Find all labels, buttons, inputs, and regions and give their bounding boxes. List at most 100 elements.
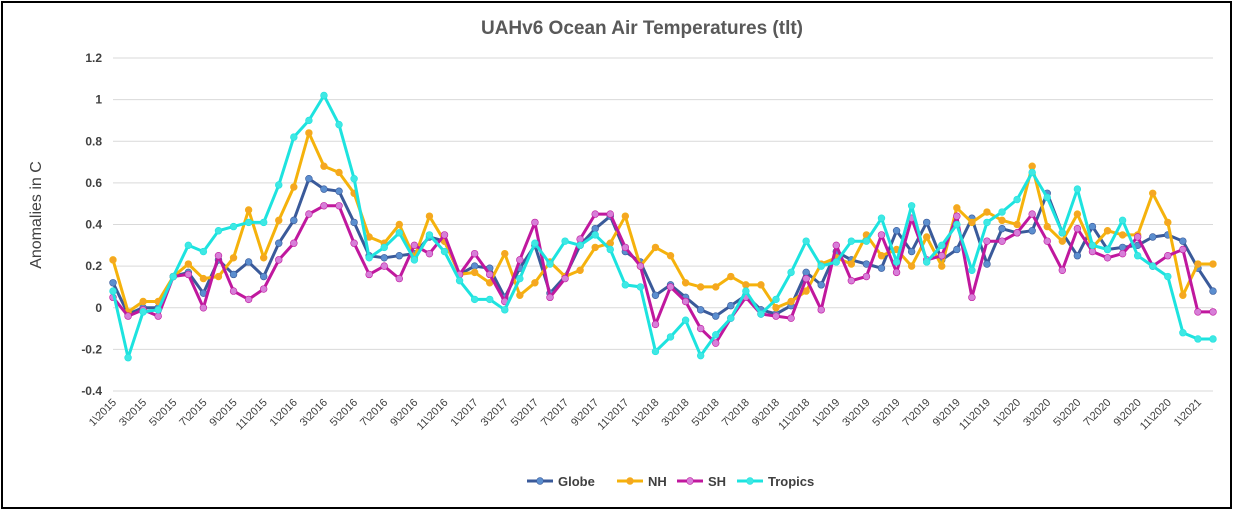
data-point-tropics xyxy=(968,266,976,274)
data-point-tropics xyxy=(124,354,132,362)
data-point-tropics xyxy=(561,237,569,245)
legend-label-tropics: Tropics xyxy=(768,474,814,489)
data-point-globe xyxy=(1028,227,1036,235)
data-point-nh xyxy=(1013,220,1021,229)
data-point-tropics xyxy=(154,306,162,314)
data-point-sh xyxy=(320,202,328,210)
data-point-globe xyxy=(1179,237,1187,245)
data-point-tropics xyxy=(606,245,614,254)
x-tick-label: 3\2015 xyxy=(117,397,149,429)
data-point-globe xyxy=(395,252,404,260)
data-point-nh xyxy=(259,254,268,262)
data-point-nh xyxy=(1028,162,1036,170)
data-point-nh xyxy=(666,252,675,260)
data-point-nh xyxy=(305,129,313,137)
data-point-tropics xyxy=(696,351,705,360)
y-tick-label: 1.2 xyxy=(85,51,102,65)
x-tick-label: 11\2017 xyxy=(595,397,631,433)
data-point-globe xyxy=(953,245,961,254)
data-point-globe xyxy=(1149,233,1157,241)
x-tick-label: 11\2019 xyxy=(957,397,993,433)
data-point-globe xyxy=(877,264,886,272)
data-point-sh xyxy=(1133,233,1142,241)
x-tick-label: 3\2017 xyxy=(479,397,511,429)
data-point-sh xyxy=(335,202,343,210)
data-point-sh xyxy=(184,270,193,279)
data-point-sh xyxy=(1028,210,1036,218)
data-point-nh xyxy=(983,208,991,216)
data-point-globe xyxy=(244,258,253,266)
gridlines xyxy=(113,57,1213,392)
data-point-nh xyxy=(199,274,208,283)
x-tick-label: 5\2017 xyxy=(509,397,541,429)
data-point-tropics xyxy=(109,287,117,295)
data-point-sh xyxy=(259,285,268,293)
x-tick-label: 7\2020 xyxy=(1081,397,1113,429)
data-point-nh xyxy=(1103,227,1112,235)
data-point-globe xyxy=(275,239,283,247)
data-point-tropics xyxy=(1133,252,1142,260)
data-point-tropics xyxy=(787,268,795,277)
x-tick-label: 11\2018 xyxy=(776,397,812,433)
data-point-nh xyxy=(953,204,961,212)
x-tick-label: 1\2015 xyxy=(87,397,119,429)
data-point-sh xyxy=(772,312,780,320)
data-point-tropics xyxy=(440,247,449,256)
data-point-nh xyxy=(968,218,976,227)
data-point-nh xyxy=(516,291,524,299)
data-point-tropics xyxy=(681,316,690,324)
x-tick-label: 3\2016 xyxy=(298,397,330,429)
data-point-tropics xyxy=(1043,193,1051,202)
x-tick-labels: 1\20153\20155\20157\20159\201511\20151\2… xyxy=(87,397,1204,433)
data-point-globe xyxy=(320,185,328,193)
data-point-tropics xyxy=(320,91,328,100)
x-tick-label: 1\2017 xyxy=(448,397,480,429)
data-point-sh xyxy=(470,249,479,258)
data-point-nh xyxy=(320,162,328,170)
data-point-tropics xyxy=(576,241,584,250)
x-tick-label: 7\2019 xyxy=(901,397,933,429)
data-point-nh xyxy=(1179,291,1187,299)
series-line-tropics xyxy=(111,94,1213,360)
x-tick-label: 1\2020 xyxy=(991,397,1023,429)
data-point-nh xyxy=(727,272,735,281)
data-point-sh xyxy=(1118,249,1127,258)
y-tick-label: -0.2 xyxy=(81,342,102,356)
data-point-tropics xyxy=(666,333,675,341)
data-point-nh xyxy=(1194,260,1202,268)
data-point-globe xyxy=(259,272,268,281)
x-tick-label: 1\2019 xyxy=(810,397,842,429)
data-point-nh xyxy=(877,252,886,260)
x-tick-label: 7\2017 xyxy=(539,397,571,429)
data-point-sh xyxy=(832,241,840,250)
data-point-globe xyxy=(1209,287,1217,295)
data-point-tropics xyxy=(772,295,780,304)
data-point-tropics xyxy=(651,347,660,356)
data-point-tropics xyxy=(199,247,208,256)
data-point-tropics xyxy=(907,202,916,210)
data-point-tropics xyxy=(1073,185,1082,193)
data-point-sh xyxy=(968,293,976,302)
data-point-nh xyxy=(681,279,690,287)
data-point-tropics xyxy=(892,258,901,266)
data-point-globe xyxy=(591,224,599,233)
data-point-tropics xyxy=(229,222,238,231)
data-point-sh xyxy=(606,210,614,218)
data-point-sh xyxy=(576,235,584,243)
data-point-tropics xyxy=(275,181,283,189)
x-tick-label: 1\2016 xyxy=(268,397,300,429)
data-point-globe xyxy=(335,187,343,195)
data-point-sh xyxy=(425,249,434,258)
x-tick-label: 11\2020 xyxy=(1138,397,1174,433)
data-point-nh xyxy=(214,272,223,281)
x-tick-label: 7\2018 xyxy=(720,397,752,429)
data-point-globe xyxy=(892,227,901,235)
data-point-tropics xyxy=(817,262,825,270)
data-point-globe xyxy=(907,247,916,256)
data-point-tropics xyxy=(1149,262,1157,270)
data-point-tropics xyxy=(335,120,343,129)
data-point-nh xyxy=(712,283,720,291)
data-point-tropics xyxy=(1164,272,1172,281)
data-point-tropics xyxy=(877,214,886,222)
